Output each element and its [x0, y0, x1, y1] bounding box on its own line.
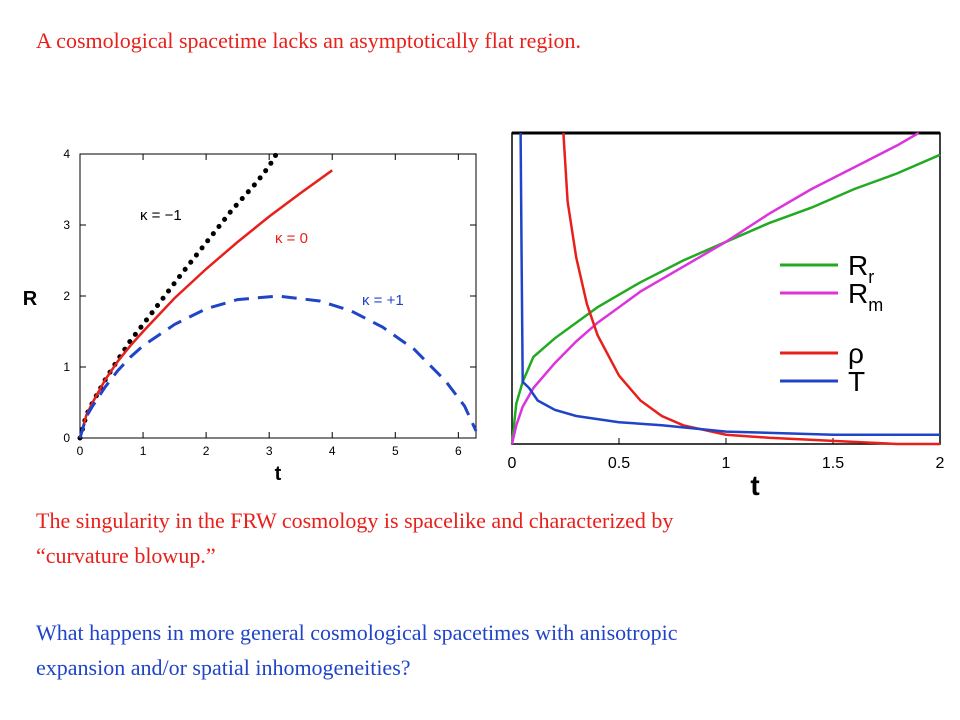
left-y-tick-label: 1	[63, 360, 70, 374]
body-line-1: The singularity in the FRW cosmology is …	[36, 508, 674, 533]
left-x-axis-label: t	[275, 463, 282, 485]
body-line-2: “curvature blowup.”	[36, 543, 216, 568]
left-series-1-line	[77, 152, 278, 441]
left-y-tick-label: 2	[63, 289, 70, 303]
left-y-tick-label: 0	[63, 431, 70, 445]
left-y-tick-label: 3	[63, 218, 70, 232]
right-series-rm-line	[510, 131, 920, 445]
body-line-3: What happens in more general cosmologica…	[36, 620, 678, 645]
body-line-4: expansion and/or spatial inhomogeneities…	[36, 655, 411, 680]
left-series-label-3: κ = +1	[362, 292, 404, 309]
right-x-tick-label: 0.5	[608, 455, 630, 472]
right-x-tick-label: 1.5	[822, 455, 844, 472]
left-y-axis-label: R	[23, 288, 38, 310]
right-plot-frame	[511, 132, 941, 445]
left-series-label-1: κ = −1	[140, 207, 182, 224]
right-series-rr-line	[510, 153, 941, 445]
right-legend-label-4: T	[848, 366, 865, 397]
left-series-label-2: κ = 0	[275, 230, 308, 247]
right-x-tick-label: 1	[722, 455, 731, 472]
left-series-0-line	[78, 169, 333, 439]
left-x-tick-label: 4	[329, 444, 336, 458]
left-x-tick-label: 3	[266, 444, 273, 458]
left-plot-frame	[79, 153, 477, 439]
left-x-tick-label: 2	[203, 444, 210, 458]
right-series-series-line	[562, 132, 940, 446]
left-series-1-line	[78, 294, 478, 439]
left-x-tick-label: 5	[392, 444, 399, 458]
right-legend-label-3: ρ	[848, 338, 864, 369]
left-x-tick-label: 6	[455, 444, 462, 458]
right-x-tick-label: 2	[936, 455, 945, 472]
left-chart: 0 1 2 3 4 5 6 0 1 2 3 4 t Rκ = −1 κ = 0 κ = +1	[23, 147, 478, 485]
right-x-axis-label: t	[750, 470, 759, 500]
right-x-tick-label: 0	[508, 455, 517, 472]
right-legend-label-2: Rm	[848, 278, 883, 315]
left-y-tick-label: 4	[63, 147, 70, 161]
left-x-tick-label: 1	[140, 444, 147, 458]
left-x-tick-label: 0	[77, 444, 84, 458]
slide-title: A cosmological spacetime lacks an asympt…	[36, 28, 581, 53]
right-series-t-line	[519, 132, 940, 436]
